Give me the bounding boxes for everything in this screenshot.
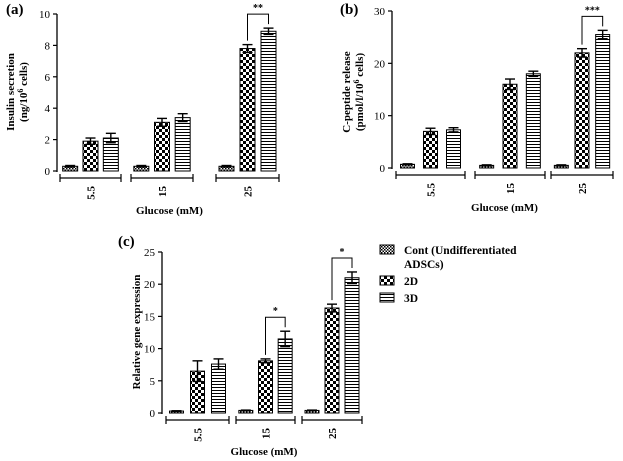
bar	[174, 117, 191, 172]
legend-swatch	[379, 292, 395, 303]
significance-marker: **	[253, 3, 263, 14]
panel-b-chart: (b) 0 10 20 30 C-peptide release(pmol/l/106 c…	[340, 2, 614, 214]
y-tick-label: 4	[45, 103, 51, 115]
y-tick-label: 0	[380, 163, 386, 175]
x-category-label: 5.5	[193, 428, 205, 442]
panel-label: (a)	[6, 2, 24, 18]
significance-marker: *	[340, 247, 345, 258]
legend-swatch	[379, 244, 395, 255]
y-tick-label: 2	[45, 135, 51, 147]
bar	[525, 73, 541, 169]
y-axis-label-line2-end: cells)	[354, 53, 366, 80]
bar	[574, 52, 590, 169]
significance-bracket	[265, 316, 286, 355]
bar	[446, 129, 461, 169]
significance-marker: *	[273, 306, 278, 317]
bar	[82, 140, 99, 172]
y-axis-label-text: Relative gene expression	[131, 275, 143, 390]
bar	[211, 363, 226, 414]
y-axis-label: Relative gene expression	[131, 275, 143, 390]
y-tick-label: 0	[150, 408, 156, 420]
y-axis-label-superscript: 6	[352, 79, 361, 83]
y-tick-label: 15	[144, 311, 156, 323]
panel-label: (c)	[118, 234, 135, 250]
x-category-label: 25	[243, 186, 255, 198]
y-axis-label-line2: (pmol/l/10	[354, 83, 366, 131]
legend-label: Cont (Undifferentiated	[404, 245, 517, 257]
y-tick-label: 0	[45, 166, 51, 178]
significance-bracket	[247, 13, 269, 41]
bar	[502, 83, 518, 169]
y-tick-label: 20	[144, 279, 156, 291]
bar	[260, 30, 277, 172]
x-category-label: 25	[327, 428, 339, 440]
significance-bracket	[331, 257, 353, 301]
y-tick-label: 8	[45, 40, 51, 52]
y-tick-label: 5	[150, 376, 156, 388]
bar	[154, 121, 170, 172]
bar	[277, 338, 293, 414]
x-category-label: 25	[577, 183, 589, 195]
legend: Cont (Undifferentiated ADSCs) 2D 3D	[379, 244, 517, 305]
bar	[258, 360, 273, 414]
bar	[239, 48, 256, 172]
legend-label: 3D	[404, 293, 418, 305]
x-axis-label: Glucose (mM)	[136, 205, 203, 217]
x-axis-label: Glucose (mM)	[471, 202, 538, 214]
y-tick-label: 10	[374, 111, 386, 123]
legend-swatch	[379, 275, 395, 286]
y-tick-label: 25	[144, 247, 156, 259]
y-axis-label-line1: C-peptide release	[341, 51, 353, 132]
legend-label: 2D	[404, 276, 418, 288]
significance-bracket	[581, 15, 604, 45]
y-tick-label: 10	[144, 344, 156, 356]
y-axis-label-line1: Insulin secretion	[5, 53, 17, 131]
x-category-label: 5.5	[426, 183, 438, 197]
y-tick-label: 30	[374, 6, 386, 18]
y-tick-label: 10	[39, 9, 51, 21]
y-axis-label: C-peptide release(pmol/l/106 cells)	[341, 51, 366, 132]
y-tick-label: 6	[45, 72, 51, 84]
bar	[324, 307, 340, 414]
y-axis-label-line2: (ng/10	[18, 92, 30, 122]
x-axis-label: Glucose (mM)	[231, 446, 298, 458]
x-category-label: 15	[505, 183, 517, 195]
panel-label: (b)	[340, 2, 358, 18]
x-category-label: 5.5	[86, 186, 98, 200]
legend-label: ADSCs)	[404, 259, 444, 271]
y-axis-label-line2-end: cells)	[18, 62, 30, 89]
significance-marker: ***	[585, 5, 600, 16]
x-category-label: 15	[261, 428, 273, 440]
panel-c-chart: (c) 0 5 10 15 20 25 Relative gene expression 5.5…	[118, 234, 363, 458]
bar	[423, 130, 438, 169]
x-category-label: 15	[157, 186, 169, 198]
y-tick-label: 20	[374, 58, 386, 70]
bar	[344, 277, 360, 414]
y-axis-label-superscript: 6	[16, 89, 25, 93]
bar	[595, 34, 611, 169]
y-axis-label: Insulin secretion(ng/106 cells)	[5, 53, 30, 131]
